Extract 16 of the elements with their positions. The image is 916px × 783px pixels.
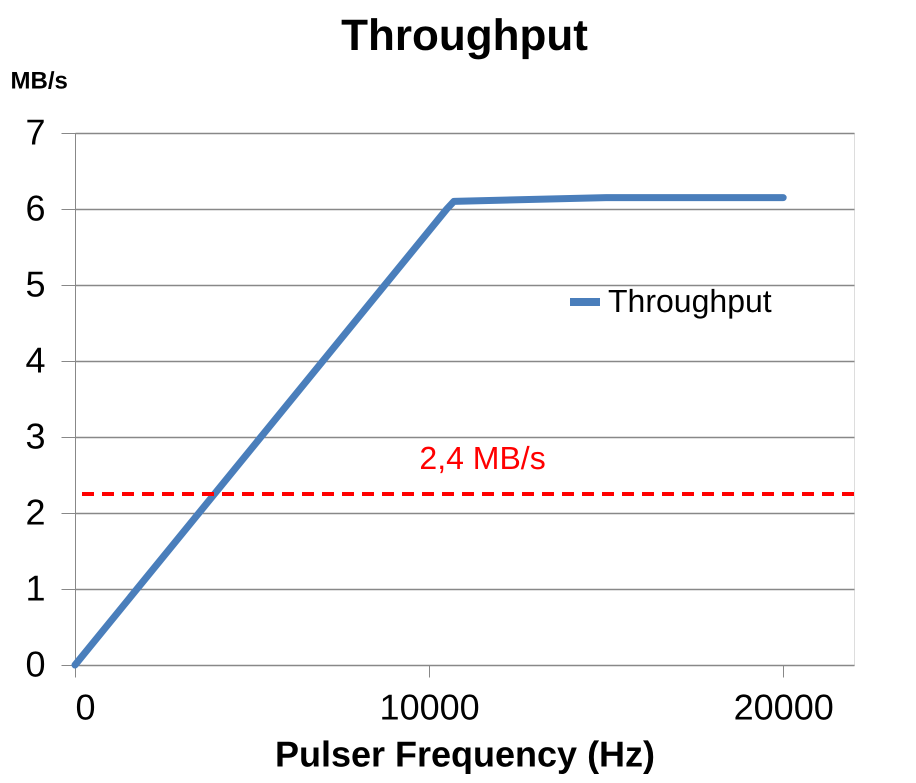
y-tick-label: 1	[25, 568, 46, 608]
y-tick-label: 0	[25, 644, 46, 684]
y-tick-label: 7	[25, 112, 46, 152]
y-tick-label: 2	[25, 492, 46, 532]
x-tick-label: 10000	[380, 686, 480, 728]
chart-title: Throughput	[341, 11, 588, 60]
x-tick-label: 20000	[734, 686, 834, 728]
y-tick-label: 3	[25, 416, 46, 456]
y-tick-label: 5	[25, 264, 46, 304]
y-axis-title: MB/s	[10, 68, 68, 94]
y-tick-label: 4	[25, 340, 46, 380]
x-tick-label: 0	[76, 686, 96, 728]
ref-line-label: 2,4 MB/s	[419, 440, 546, 476]
x-axis-title: Pulser Frequency (Hz)	[274, 734, 656, 774]
y-tick-label: 6	[25, 188, 46, 228]
legend-label: Throughput	[608, 283, 772, 319]
